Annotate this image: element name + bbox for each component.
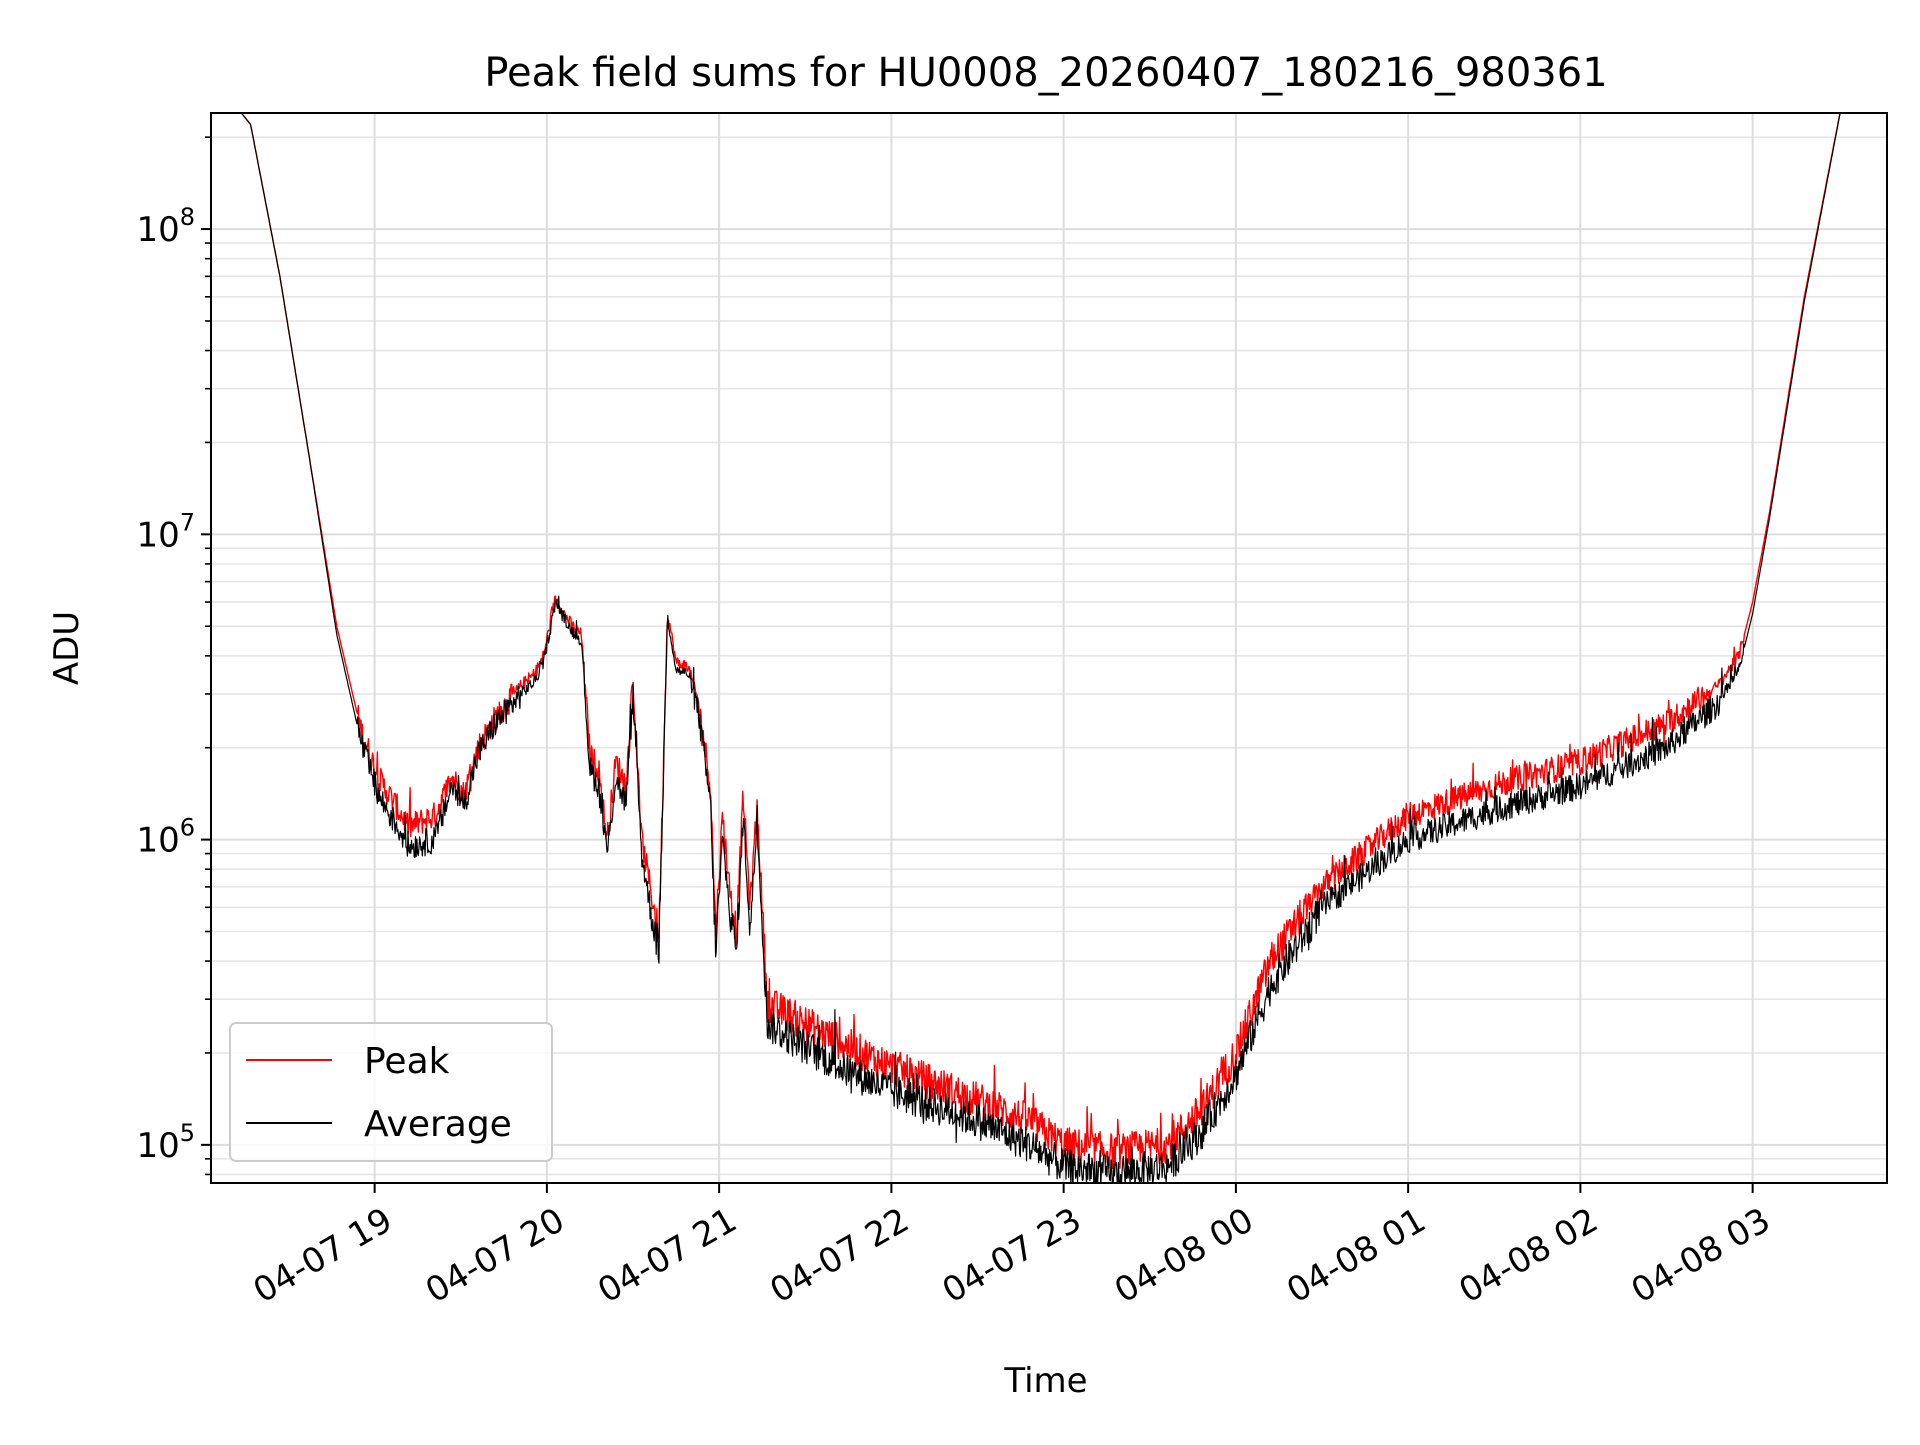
legend-label-average: Average <box>364 1104 512 1145</box>
x-axis-label: Time <box>1003 1361 1087 1401</box>
y-axis-label: ADU <box>47 611 87 685</box>
legend: Peak Average <box>229 1022 553 1162</box>
grid-layer <box>211 113 1887 1183</box>
y-tick-label: 107 <box>136 508 195 555</box>
plot-frame <box>210 112 1888 1184</box>
series-line-average <box>240 113 1841 1183</box>
y-tick-label: 108 <box>136 203 195 250</box>
series-layer <box>240 113 1841 1183</box>
legend-box <box>229 1022 553 1162</box>
y-tick-label: 106 <box>136 814 195 861</box>
chart-title: Peak field sums for HU0008_20260407_1802… <box>484 50 1607 96</box>
legend-label-peak: Peak <box>364 1041 450 1082</box>
y-tick-label: 105 <box>136 1119 195 1166</box>
